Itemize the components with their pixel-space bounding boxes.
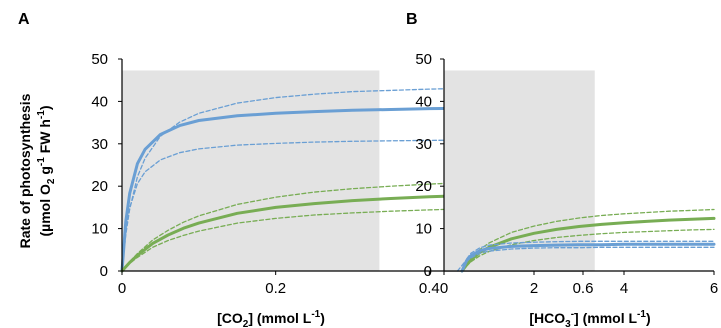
series-line-upper-4 — [461, 240, 715, 272]
x-tick-label: 0.6 — [573, 280, 594, 297]
y-tick-label: 0 — [424, 263, 432, 280]
y-tick-label: 40 — [415, 93, 432, 110]
y-tick-label: 50 — [415, 51, 432, 68]
panel-label-a: A — [18, 11, 30, 28]
svg-text:(µmol O2 g-1 FW h-1): (µmol O2 g-1 FW h-1) — [36, 105, 57, 236]
curves-b — [456, 208, 716, 273]
x-tick-label: 4 — [620, 280, 628, 297]
y-tick-label: 10 — [415, 221, 432, 238]
series-line-mean-3 — [460, 242, 716, 273]
y-tick-label: 20 — [415, 178, 432, 195]
y-axis-title-line1: Rate of photosynthesis — [17, 93, 33, 248]
axes-b: 0 10 20 30 40 50 0 2 4 6 — [415, 51, 718, 297]
x-tick-label: 6 — [710, 280, 718, 297]
x-tick-label: 2 — [530, 280, 538, 297]
y-tick-label: 40 — [91, 93, 108, 110]
y-tick-label: 50 — [91, 51, 108, 68]
y-tick-label: 20 — [91, 178, 108, 195]
y-tick-label: 30 — [91, 136, 108, 153]
y-tick-label: 10 — [91, 221, 108, 238]
panel-label-b: B — [406, 11, 418, 28]
x-tick-label: 0 — [440, 280, 448, 297]
y-tick-label: 30 — [415, 136, 432, 153]
x-tick-label: 0.4 — [419, 280, 440, 297]
series-line-lower-5 — [456, 246, 715, 272]
x-tick-label: 0.2 — [265, 280, 286, 297]
x-axis-title-a: [CO2] (mmol L-1) — [217, 309, 325, 328]
y-tick-label: 0 — [100, 263, 108, 280]
svg-text:Rate of photosynthesis: Rate of photosynthesis — [17, 93, 33, 248]
series-line-lower-2 — [461, 228, 715, 272]
x-tick-label: 0 — [118, 280, 126, 297]
y-axis-title: Rate of photosynthesis (µmol O2 g-1 FW h… — [17, 93, 57, 248]
panel-b: B 0 10 20 30 40 50 0 2 4 6 [HCO3-] (mmol L-1) — [406, 11, 718, 328]
x-axis-title-b: [HCO3-] (mmol L-1) — [529, 309, 650, 328]
series-line-mean-0 — [460, 216, 716, 273]
